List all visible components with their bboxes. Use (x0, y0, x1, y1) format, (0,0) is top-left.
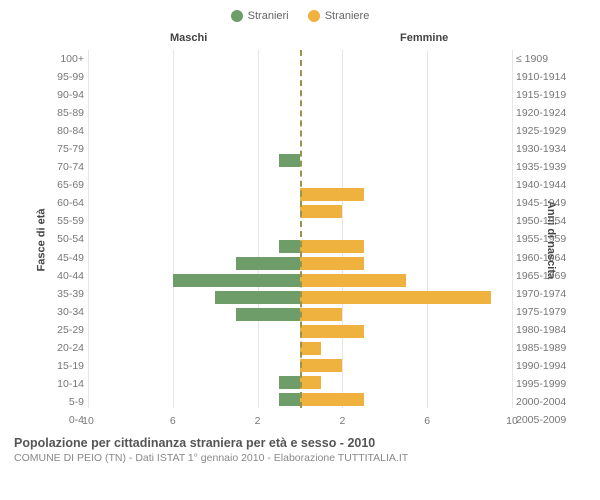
ylabel-age: 85-89 (24, 104, 84, 121)
ylabel-birth: 1950-1954 (516, 213, 576, 230)
ylabel-birth: 1955-1959 (516, 231, 576, 248)
bar-male (236, 308, 300, 321)
ylabel-birth: 1910-1914 (516, 68, 576, 85)
ylabel-birth: 1945-1949 (516, 195, 576, 212)
chart-legend: Stranieri Straniere (10, 10, 590, 32)
ylabel-birth: 1925-1929 (516, 122, 576, 139)
ylabel-age: 80-84 (24, 122, 84, 139)
legend-item-male: Stranieri (231, 10, 289, 22)
legend-label-male: Stranieri (248, 10, 289, 22)
bar-male (279, 376, 300, 389)
ylabel-birth: 1930-1934 (516, 140, 576, 157)
bar-female (300, 393, 364, 406)
bar-female (300, 257, 364, 270)
ylabel-birth: 2005-2009 (516, 412, 576, 429)
legend-label-female: Straniere (325, 10, 370, 22)
ylabel-birth: 1995-1999 (516, 376, 576, 393)
ylabel-age: 60-64 (24, 195, 84, 212)
bar-female (300, 359, 342, 372)
ylabel-birth: 1985-1989 (516, 340, 576, 357)
ylabel-birth: 2000-2004 (516, 394, 576, 411)
ylabel-birth: 1990-1994 (516, 358, 576, 375)
ylabel-birth: ≤ 1909 (516, 50, 576, 67)
xlabel: 2 (255, 415, 261, 427)
column-title-male: Maschi (170, 32, 207, 44)
bar-male (279, 393, 300, 406)
legend-swatch-female (308, 10, 320, 22)
bar-female (300, 274, 406, 287)
xlabel: 6 (170, 415, 176, 427)
ylabel-age: 100+ (24, 50, 84, 67)
ylabel-age: 40-44 (24, 267, 84, 284)
chart-caption: Popolazione per cittadinanza straniera p… (10, 436, 590, 464)
ylabel-birth: 1980-1984 (516, 321, 576, 338)
bar-male (215, 291, 300, 304)
ylabel-age: 15-19 (24, 358, 84, 375)
xlabel: 6 (424, 415, 430, 427)
bar-female (300, 308, 342, 321)
bar-female (300, 376, 321, 389)
legend-item-female: Straniere (308, 10, 370, 22)
ylabel-age: 95-99 (24, 68, 84, 85)
ylabel-birth: 1970-1974 (516, 285, 576, 302)
ylabel-age: 75-79 (24, 140, 84, 157)
ylabel-birth: 1940-1944 (516, 177, 576, 194)
center-divider (300, 50, 302, 408)
ylabel-age: 5-9 (24, 394, 84, 411)
ylabel-age: 65-69 (24, 177, 84, 194)
ylabel-birth: 1935-1939 (516, 159, 576, 176)
ylabel-birth: 1960-1964 (516, 249, 576, 266)
caption-title: Popolazione per cittadinanza straniera p… (14, 436, 586, 450)
bar-female (300, 188, 364, 201)
gridline (512, 50, 513, 408)
ylabel-age: 50-54 (24, 231, 84, 248)
ylabel-age: 30-34 (24, 303, 84, 320)
bar-male (279, 154, 300, 167)
bar-male (173, 274, 300, 287)
ylabel-birth: 1975-1979 (516, 303, 576, 320)
column-title-female: Femmine (400, 32, 448, 44)
ylabel-birth: 1915-1919 (516, 86, 576, 103)
bar-male (236, 257, 300, 270)
bar-female (300, 240, 364, 253)
xlabel: 2 (339, 415, 345, 427)
x-axis: 10622610 (88, 410, 512, 430)
caption-subtitle: COMUNE DI PEIO (TN) - Dati ISTAT 1° genn… (14, 452, 586, 464)
ylabel-age: 90-94 (24, 86, 84, 103)
ylabel-age: 45-49 (24, 249, 84, 266)
ylabel-age: 35-39 (24, 285, 84, 302)
ylabel-birth: 1965-1969 (516, 267, 576, 284)
bar-female (300, 291, 491, 304)
ylabel-age: 20-24 (24, 340, 84, 357)
bar-male (279, 240, 300, 253)
population-pyramid-plot: Fasce di età Anni di nascita 10622610 10… (10, 50, 590, 430)
ylabel-birth: 1920-1924 (516, 104, 576, 121)
ylabel-age: 25-29 (24, 321, 84, 338)
bar-female (300, 205, 342, 218)
bar-female (300, 342, 321, 355)
ylabel-age: 0-4 (24, 412, 84, 429)
ylabel-age: 10-14 (24, 376, 84, 393)
ylabel-age: 70-74 (24, 159, 84, 176)
bar-female (300, 325, 364, 338)
ylabel-age: 55-59 (24, 213, 84, 230)
legend-swatch-male (231, 10, 243, 22)
